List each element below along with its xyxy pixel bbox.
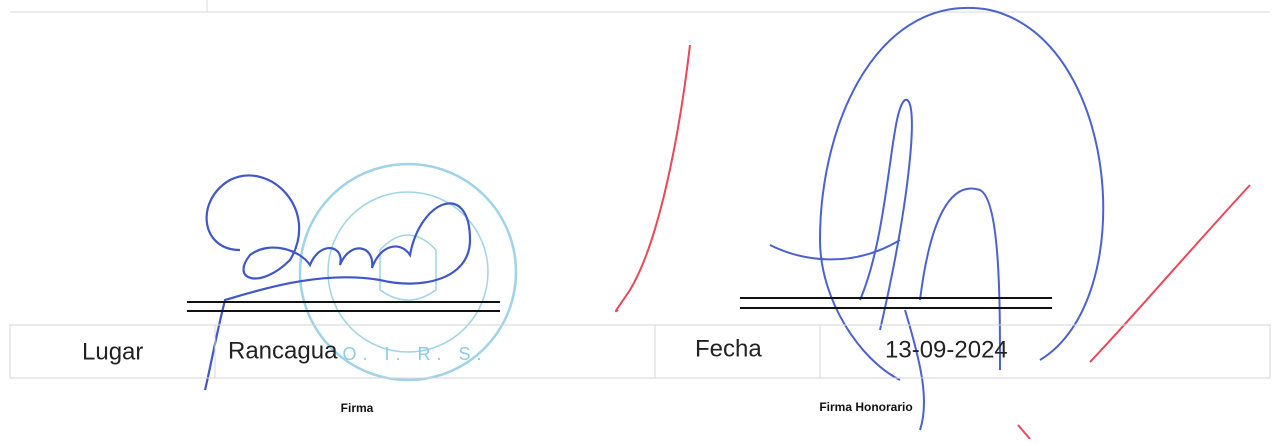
red-mark <box>1090 185 1250 362</box>
red-mark <box>616 45 690 311</box>
place-value: Rancagua <box>228 337 338 364</box>
date-value: 13-09-2024 <box>885 336 1008 363</box>
table-row <box>10 325 1270 378</box>
stamp-text: O. I. R. S. <box>342 344 487 364</box>
date-label: Fecha <box>695 335 762 362</box>
red-mark <box>1018 425 1030 439</box>
document: O. I. R. S. Lugar Rancagua Fecha 13-09-2… <box>0 0 1278 439</box>
row-border <box>10 325 1270 378</box>
signature-caption: Firma <box>341 401 374 415</box>
page: {"row": {"place_label": "Lugar", "place"… <box>0 0 1278 439</box>
top-row <box>10 0 1270 12</box>
place-label: Lugar <box>82 338 143 365</box>
signature-caption: Firma Honorario <box>819 400 912 414</box>
stamp-emblem <box>380 235 436 300</box>
stamp-inner-ring <box>328 192 488 352</box>
